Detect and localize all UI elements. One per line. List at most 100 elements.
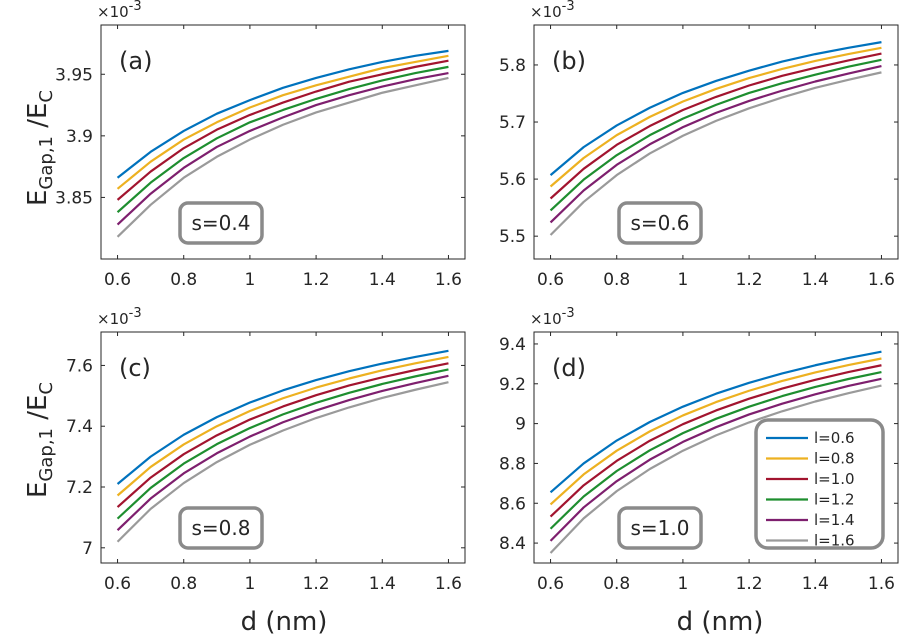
- series-line-l=0.8: [549, 357, 882, 506]
- series-line-l=0.6: [116, 349, 449, 485]
- x-tick-label: 1.2: [736, 574, 763, 594]
- series-line-l=1.4: [116, 71, 449, 226]
- y-tick-label: 8.4: [499, 534, 526, 554]
- y-tick-label: 3.85: [55, 188, 93, 208]
- series-line-l=0.6: [116, 49, 449, 179]
- x-tick-label: 0.8: [603, 270, 630, 290]
- x-tick-label: 1: [244, 574, 255, 594]
- annotation-box: [617, 201, 703, 245]
- panel-b: 0.6 0.8 1 1.2 1.4 1.6 5.5 5.6 5.7 5.8 ×10-3 (b) s=0.…: [499, 0, 899, 290]
- y-axis-label-bottom: EGap,1 /EC: [23, 382, 57, 498]
- y-tick-label: 3.95: [55, 65, 93, 85]
- panel-c: 0.6 0.8 1 1.2 1.4 1.6 7 7.2 7.4 7.6 ×10-3 (c) s=0.8: [66, 306, 466, 594]
- x-axis-label-left: d (nm): [241, 607, 328, 637]
- y-tick-label: 9.4: [499, 335, 526, 355]
- panel-label: (a): [119, 47, 152, 75]
- series-line-l=1.4: [116, 374, 449, 531]
- x-tick-label: 1.4: [369, 574, 396, 594]
- x-tick-label: 1.4: [802, 270, 829, 290]
- series-line-l=1.0: [549, 364, 882, 518]
- x-tick-label: 1.6: [868, 574, 895, 594]
- y-tick-label: 7.2: [66, 478, 93, 498]
- axes-frame: [533, 24, 899, 260]
- series-line-l=1.0: [116, 59, 449, 201]
- x-tick-label: 1.2: [736, 270, 763, 290]
- series-line-l=1.0: [116, 362, 449, 508]
- y-tick-label: 8.6: [499, 494, 526, 514]
- y-tick-label: 5.6: [499, 170, 526, 190]
- series-line-l=1.2: [116, 368, 449, 520]
- x-axis-label-right: d (nm): [677, 607, 764, 637]
- y-tick-label: 7.6: [66, 356, 93, 376]
- legend: l=0.6 l=0.8 l=1.0 l=1.2 l=1.4 l=1.6: [754, 418, 885, 550]
- x-tick-label: 1.2: [303, 270, 330, 290]
- series-line-l=1.6: [549, 384, 882, 554]
- legend-label: l=1.6: [814, 532, 855, 550]
- series-line-l=1.4: [549, 65, 882, 224]
- panel-label: (b): [552, 47, 586, 75]
- x-tick-label: 0.8: [170, 574, 197, 594]
- y-tick-label: 5.5: [499, 227, 526, 247]
- annotation-text: s=0.8: [192, 516, 251, 540]
- series-line-l=0.6: [549, 350, 882, 494]
- y-tick-label: 7.4: [66, 417, 93, 437]
- series-line-l=1.6: [549, 71, 882, 236]
- annotation-text: s=1.0: [631, 516, 690, 540]
- x-tick-label: 0.6: [537, 270, 564, 290]
- x-tick-label: 0.6: [104, 270, 131, 290]
- legend-box: [754, 418, 885, 550]
- series-line-l=1.2: [549, 58, 882, 212]
- series-line-l=0.6: [549, 41, 882, 176]
- panel-a: 0.6 0.8 1 1.2 1.4 1.6 3.85 3.9 3.95 ×10-3 (a) s=0.4: [55, 0, 466, 290]
- x-tick-label: 1: [677, 574, 688, 594]
- x-tick-label: 1.6: [868, 270, 895, 290]
- x-tick-label: 0.6: [537, 574, 564, 594]
- series-line-l=1.2: [549, 370, 882, 530]
- y-exponent-label: ×10-3: [97, 306, 142, 328]
- series-line-l=1.4: [549, 377, 882, 542]
- series-line-l=1.6: [116, 76, 449, 238]
- axes-frame: [533, 331, 899, 564]
- y-tick-label: 7: [82, 539, 93, 559]
- y-tick-label: 9.2: [499, 375, 526, 395]
- y-tick-label: 5.8: [499, 56, 526, 76]
- x-tick-label: 1: [677, 270, 688, 290]
- axes-frame: [100, 331, 466, 564]
- annotation-text: s=0.4: [192, 211, 251, 235]
- series-line-l=0.8: [116, 355, 449, 497]
- y-tick-label: 3.9: [66, 127, 93, 147]
- series-line-l=1.0: [549, 52, 882, 200]
- x-tick-label: 1: [244, 270, 255, 290]
- legend-label: l=0.6: [814, 429, 855, 447]
- annotation-text: s=0.6: [631, 211, 690, 235]
- y-tick-label: 9: [515, 415, 526, 435]
- x-tick-label: 0.8: [170, 270, 197, 290]
- x-tick-label: 1.4: [369, 270, 396, 290]
- legend-label: l=1.0: [814, 470, 855, 488]
- y-axis-label-top: EGap,1 /EC: [23, 90, 57, 206]
- x-tick-label: 0.6: [104, 574, 131, 594]
- y-tick-label: 8.8: [499, 454, 526, 474]
- y-tick-label: 5.7: [499, 113, 526, 133]
- x-tick-label: 1.2: [303, 574, 330, 594]
- x-tick-label: 0.8: [603, 574, 630, 594]
- x-tick-label: 1.6: [435, 270, 462, 290]
- y-exponent-label: ×10-3: [530, 0, 575, 21]
- legend-label: l=0.8: [814, 450, 855, 468]
- annotation-box: [617, 506, 703, 550]
- series-line-l=0.8: [549, 46, 882, 188]
- series-line-l=1.6: [116, 381, 449, 543]
- annotation-box: [178, 201, 264, 245]
- panel-d: 0.6 0.8 1 1.2 1.4 1.6 8.4 8.6 8.8 9 9.2 9.4×10-3 (d)…: [499, 306, 899, 594]
- y-exponent-label: ×10-3: [530, 306, 575, 328]
- series-line-l=1.2: [116, 65, 449, 214]
- series-line-l=0.8: [116, 54, 449, 190]
- x-tick-label: 1.4: [802, 574, 829, 594]
- panel-label: (c): [119, 354, 151, 382]
- x-tick-label: 1.6: [435, 574, 462, 594]
- y-exponent-label: ×10-3: [97, 0, 142, 21]
- axes-frame: [100, 24, 466, 260]
- legend-label: l=1.4: [814, 511, 855, 529]
- annotation-box: [178, 506, 264, 550]
